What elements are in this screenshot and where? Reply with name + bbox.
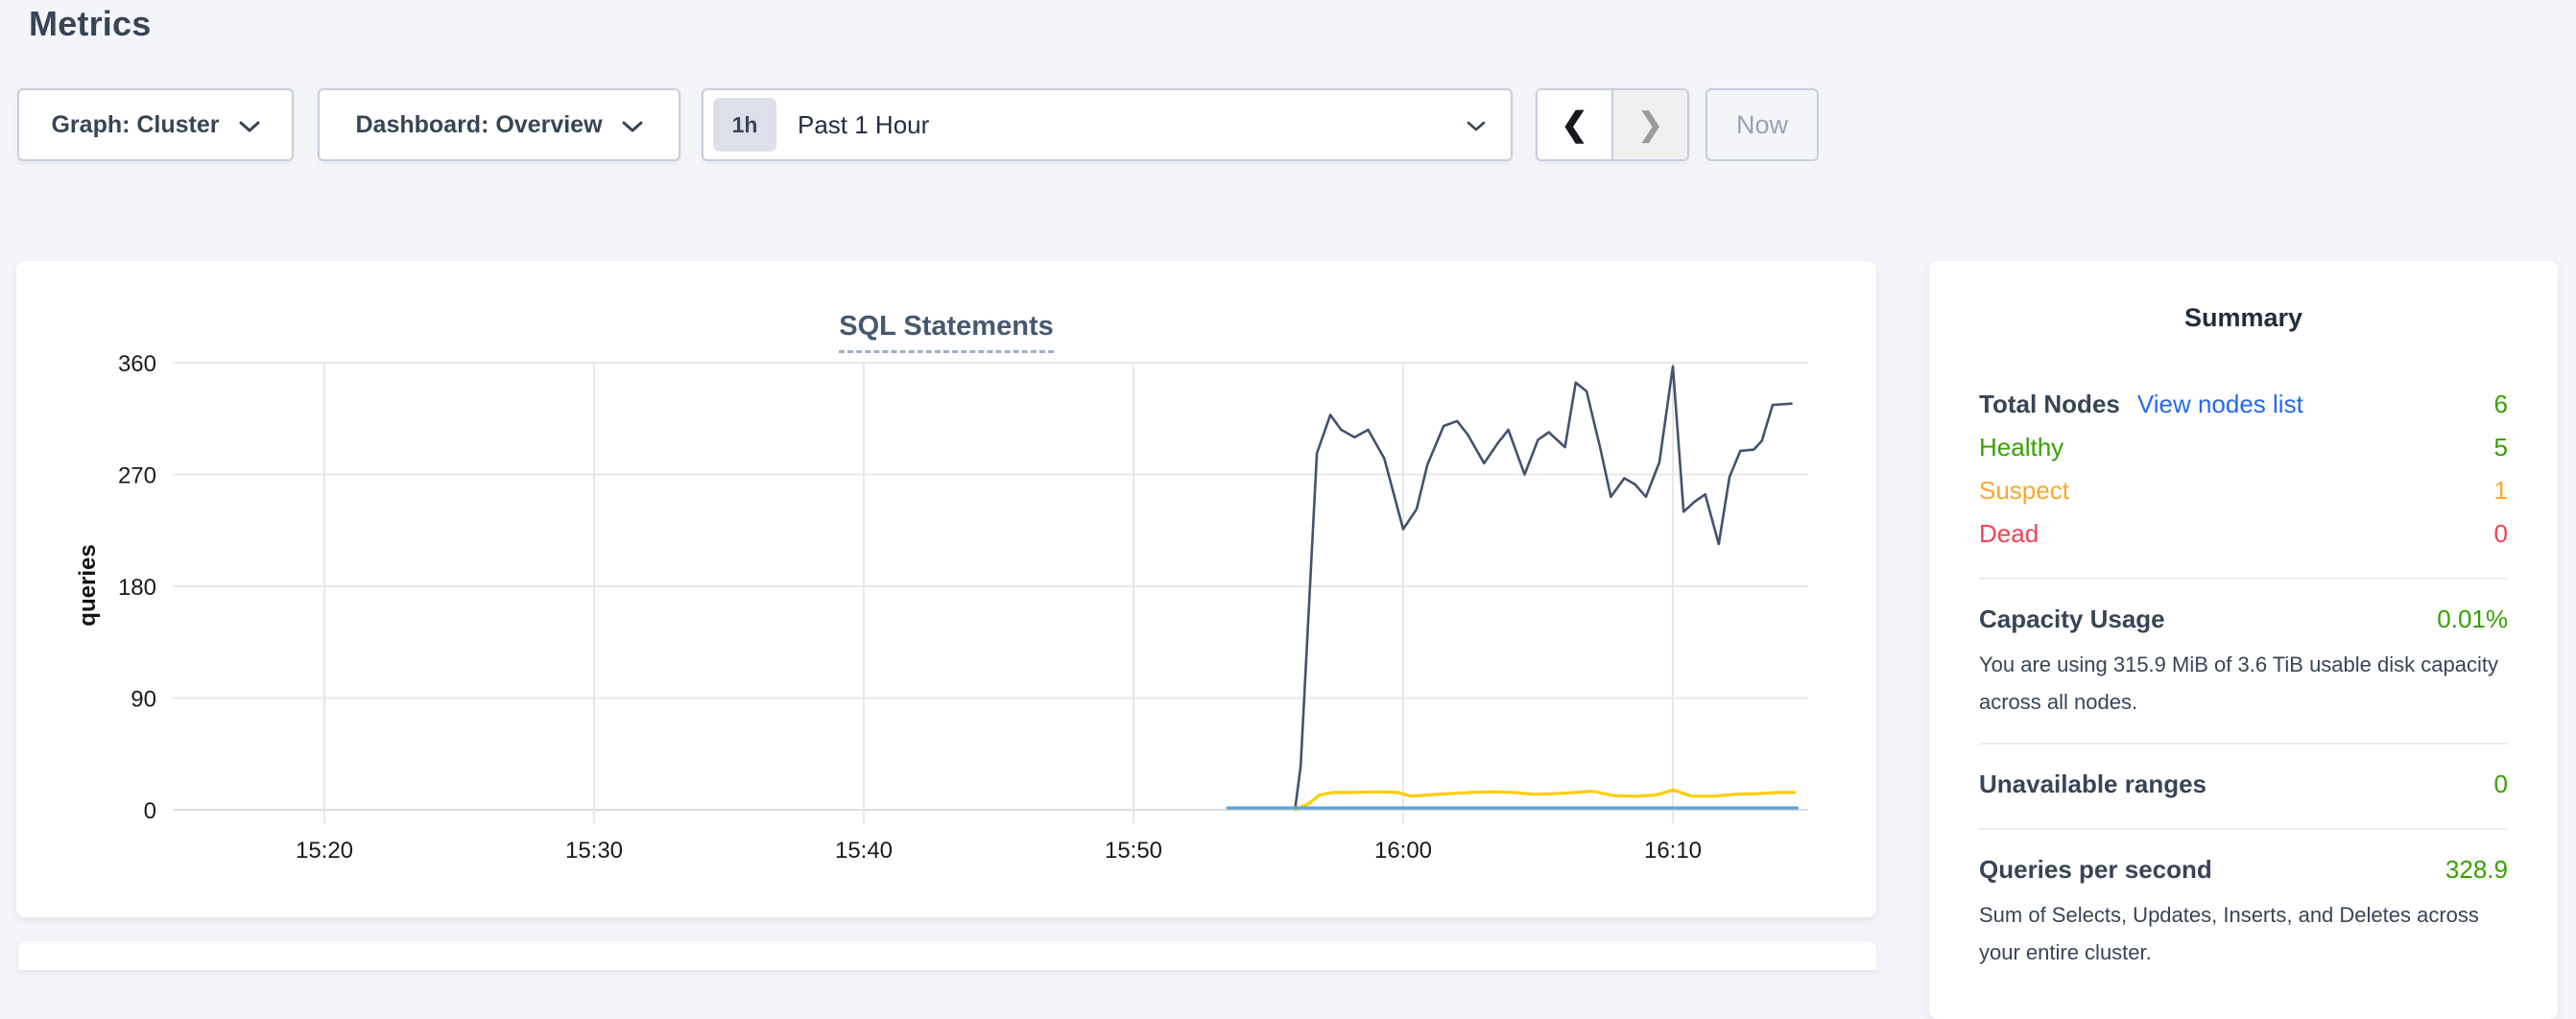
- capacity-usage-label: Capacity Usage: [1979, 604, 2165, 633]
- unavailable-ranges-value: 0: [2493, 770, 2508, 798]
- sql-statements-chart[interactable]: 0 90 180 270 360 15:20 15:30 15:40 15:50 16:00 16:…: [16, 261, 1876, 894]
- chevron-left-icon: ❮: [1561, 107, 1588, 143]
- next-chart-card: [18, 941, 1876, 970]
- svg-text:15:50: 15:50: [1105, 838, 1162, 864]
- sql-statements-card: SQL Statements queries 0 90 180 270 360 15:20…: [16, 261, 1876, 917]
- dead-value: 0: [2493, 519, 2508, 548]
- suspect-value: 1: [2493, 476, 2508, 505]
- time-range-selector[interactable]: 1h Past 1 Hour: [702, 88, 1513, 161]
- summary-panel: Summary Total Nodes View nodes list 6 He…: [1929, 261, 2558, 1019]
- divider: [1979, 743, 2508, 745]
- unavailable-ranges-label: Unavailable ranges: [1979, 770, 2206, 798]
- svg-text:15:40: 15:40: [835, 838, 893, 864]
- capacity-usage-row: Capacity Usage 0.01%: [1979, 598, 2508, 641]
- queries-per-second-row: Queries per second 328.9: [1979, 848, 2508, 891]
- dashboard-dropdown-label: Dashboard: Overview: [355, 110, 603, 138]
- svg-text:90: 90: [131, 687, 156, 713]
- chevron-down-icon: [1467, 121, 1486, 131]
- summary-title: Summary: [2183, 303, 2303, 332]
- unavailable-ranges-row: Unavailable ranges 0: [1979, 763, 2508, 806]
- total-nodes-row: Total Nodes View nodes list 6: [1979, 383, 2508, 426]
- graph-dropdown[interactable]: Graph: Cluster: [17, 88, 294, 161]
- chevron-down-icon: [622, 121, 643, 131]
- now-button[interactable]: Now: [1705, 88, 1819, 161]
- svg-text:180: 180: [118, 575, 156, 601]
- chevron-right-icon: ❯: [1636, 107, 1664, 143]
- next-time-button-disabled[interactable]: ❯: [1613, 90, 1687, 159]
- svg-text:270: 270: [118, 463, 156, 489]
- dead-nodes-row: Dead 0: [1979, 512, 2508, 556]
- dashboard-dropdown[interactable]: Dashboard: Overview: [318, 88, 680, 161]
- queries-per-second-description: Sum of Selects, Updates, Inserts, and De…: [1979, 903, 2479, 964]
- total-nodes-label: Total Nodes: [1979, 390, 2120, 418]
- now-button-label: Now: [1735, 109, 1788, 139]
- divider: [1979, 828, 2508, 830]
- chart-title[interactable]: SQL Statements: [839, 311, 1054, 353]
- total-nodes-value: 6: [2493, 390, 2508, 418]
- view-nodes-list-link[interactable]: View nodes list: [2136, 390, 2303, 418]
- chart-title-wrap: SQL Statements: [16, 311, 1876, 353]
- svg-text:0: 0: [144, 798, 156, 824]
- dead-label: Dead: [1979, 519, 2039, 548]
- healthy-value: 5: [2493, 433, 2508, 462]
- healthy-label: Healthy: [1979, 433, 2064, 462]
- time-range-label: Past 1 Hour: [798, 109, 930, 139]
- suspect-nodes-row: Suspect 1: [1979, 469, 2508, 512]
- svg-text:16:00: 16:00: [1374, 838, 1432, 864]
- svg-text:15:20: 15:20: [296, 838, 353, 864]
- time-range-badge: 1h: [713, 98, 776, 152]
- capacity-usage-value: 0.01%: [2437, 604, 2508, 633]
- graph-dropdown-label: Graph: Cluster: [51, 110, 220, 138]
- svg-text:15:30: 15:30: [565, 838, 623, 864]
- chevron-down-icon: [239, 121, 260, 131]
- suspect-label: Suspect: [1979, 476, 2069, 505]
- controls-bar: Graph: Cluster Dashboard: Overview 1h Pa…: [17, 88, 1819, 161]
- svg-text:16:10: 16:10: [1644, 838, 1702, 864]
- page-title: Metrics: [29, 4, 152, 43]
- queries-per-second-label: Queries per second: [1979, 855, 2212, 884]
- divider: [1979, 578, 2508, 580]
- capacity-usage-description: You are using 315.9 MiB of 3.6 TiB usabl…: [1979, 652, 2498, 714]
- prev-time-button[interactable]: ❮: [1538, 90, 1613, 159]
- time-step-buttons: ❮ ❯: [1536, 88, 1689, 161]
- healthy-nodes-row: Healthy 5: [1979, 426, 2508, 469]
- metrics-page: { "page": { "title": "Metrics", "backgro…: [16, 4, 2558, 1019]
- queries-per-second-value: 328.9: [2445, 855, 2508, 884]
- svg-text:360: 360: [118, 351, 156, 377]
